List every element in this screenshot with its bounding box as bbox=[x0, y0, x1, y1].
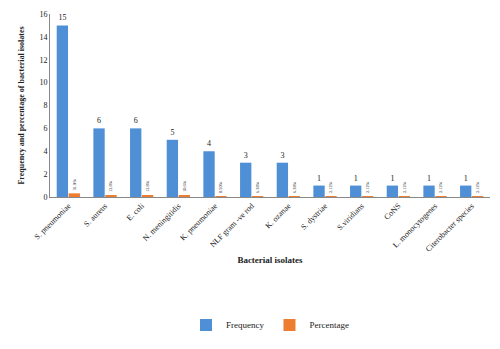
svg-text:S. aureus: S. aureus bbox=[82, 201, 109, 228]
svg-text:16: 16 bbox=[39, 10, 47, 19]
svg-text:12: 12 bbox=[39, 56, 47, 65]
svg-text:E. coli: E. coli bbox=[125, 201, 147, 223]
svg-text:Bacterial isolates: Bacterial isolates bbox=[237, 255, 303, 265]
svg-text:4: 4 bbox=[207, 139, 211, 148]
svg-text:6: 6 bbox=[97, 116, 101, 125]
svg-text:1: 1 bbox=[317, 174, 321, 183]
svg-text:8: 8 bbox=[43, 101, 47, 110]
svg-text:S. pneumoniae: S. pneumoniae bbox=[33, 201, 73, 241]
svg-text:8.50%: 8.50% bbox=[218, 181, 223, 193]
svg-text:14: 14 bbox=[39, 33, 47, 42]
svg-text:15: 15 bbox=[58, 13, 66, 22]
svg-text:2: 2 bbox=[43, 170, 47, 179]
svg-text:12.8%: 12.8% bbox=[145, 180, 150, 192]
svg-text:S.viridians: S.viridians bbox=[335, 201, 366, 232]
svg-text:5: 5 bbox=[170, 128, 174, 137]
svg-text:2.12%: 2.12% bbox=[438, 181, 443, 193]
svg-text:NLF gram -ve rod: NLF gram -ve rod bbox=[208, 201, 256, 249]
svg-text:2.12%: 2.12% bbox=[402, 181, 407, 193]
svg-text:Frequency and percentage of ba: Frequency and percentage of bacterial is… bbox=[17, 26, 26, 184]
svg-text:K. pneumoniae: K. pneumoniae bbox=[178, 201, 219, 242]
svg-text:1: 1 bbox=[427, 174, 431, 183]
svg-text:6.38%: 6.38% bbox=[292, 181, 297, 193]
svg-text:4: 4 bbox=[43, 147, 47, 156]
svg-text:CoNS: CoNS bbox=[382, 201, 402, 221]
svg-text:S. dystriae: S. dystriae bbox=[299, 201, 330, 232]
svg-text:Percentage: Percentage bbox=[309, 320, 348, 330]
svg-text:31.9%: 31.9% bbox=[72, 179, 77, 191]
svg-text:6: 6 bbox=[134, 116, 138, 125]
svg-text:0: 0 bbox=[43, 193, 47, 202]
svg-text:Frequency: Frequency bbox=[226, 320, 264, 330]
svg-text:1: 1 bbox=[354, 174, 358, 183]
svg-text:10.6%: 10.6% bbox=[182, 180, 187, 192]
svg-text:1: 1 bbox=[464, 174, 468, 183]
svg-text:12.8%: 12.8% bbox=[108, 180, 113, 192]
svg-text:3: 3 bbox=[280, 151, 284, 160]
svg-text:L. monocytogenes: L. monocytogenes bbox=[391, 201, 439, 249]
svg-text:1: 1 bbox=[390, 174, 394, 183]
svg-text:6: 6 bbox=[43, 124, 47, 133]
svg-text:N. meningitidis: N. meningitidis bbox=[141, 201, 183, 243]
svg-text:K. ozanae: K. ozanae bbox=[264, 201, 293, 230]
svg-text:Citerobacter species: Citerobacter species bbox=[424, 201, 476, 253]
svg-text:2.12%: 2.12% bbox=[475, 181, 480, 193]
svg-text:3: 3 bbox=[244, 151, 248, 160]
svg-text:10: 10 bbox=[39, 78, 47, 87]
svg-text:6.38%: 6.38% bbox=[255, 181, 260, 193]
svg-text:2.12%: 2.12% bbox=[365, 181, 370, 193]
svg-text:2.12%: 2.12% bbox=[328, 181, 333, 193]
